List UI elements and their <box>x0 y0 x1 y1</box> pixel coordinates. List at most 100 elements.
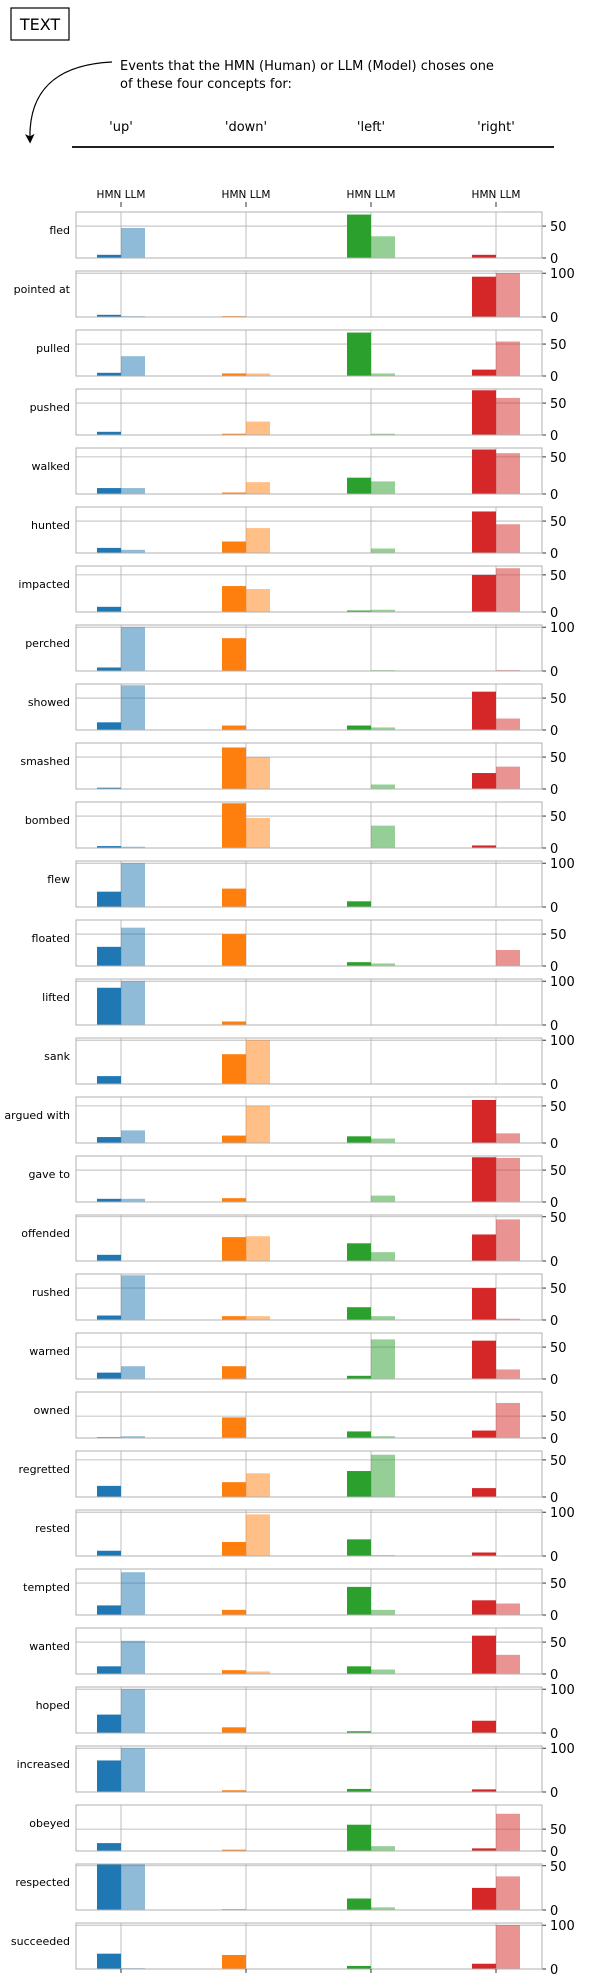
row-label: owned <box>34 1404 70 1417</box>
y-tick-label: 100 <box>550 1919 575 1934</box>
bar-hmn-left <box>347 477 371 494</box>
bar-llm-left <box>371 1252 395 1261</box>
panel-succeeded: 0 100 succeeded <box>11 1919 575 1978</box>
row-label: hunted <box>31 519 70 532</box>
bar-llm-right <box>496 718 520 730</box>
bar-hmn-down <box>222 725 246 730</box>
row-label: obeyed <box>29 1817 70 1830</box>
bar-llm-down <box>246 421 270 435</box>
y-tick-label: 50 <box>550 1164 567 1179</box>
row-label: perched <box>25 637 70 650</box>
row-label: walked <box>31 460 70 473</box>
panel-frame <box>75 1627 543 1675</box>
y-tick-label: 50 <box>550 569 567 584</box>
panel-frame <box>75 1273 543 1321</box>
concept-label-1: 'down' <box>225 120 267 135</box>
bar-hmn-down <box>222 1198 246 1202</box>
bar-llm-left <box>371 1316 395 1320</box>
panel-impacted: 0 50 impacted <box>18 565 567 621</box>
bar-llm-left <box>371 1138 395 1143</box>
y-tick-label: 100 <box>550 1506 575 1521</box>
bar-llm-up <box>121 1572 145 1615</box>
row-label: wanted <box>29 1640 70 1653</box>
bar-llm-up <box>121 1689 145 1733</box>
bar-llm-right <box>496 1876 520 1910</box>
bar-llm-right <box>496 766 520 789</box>
row-label: offended <box>21 1227 70 1240</box>
y-tick-label: 0 <box>550 1668 558 1683</box>
row-label: hoped <box>36 1699 70 1712</box>
y-tick-label: 0 <box>550 1196 558 1211</box>
bar-hmn-left <box>347 1307 371 1320</box>
panel-frame <box>75 624 543 672</box>
bar-hmn-up <box>97 722 121 730</box>
bar-hmn-down <box>222 1366 246 1379</box>
bar-hmn-left <box>347 901 371 907</box>
bar-llm-right <box>496 1402 520 1438</box>
panel-frame <box>75 1863 543 1911</box>
bar-llm-down <box>246 373 270 376</box>
panel-frame <box>75 211 543 259</box>
bar-hmn-left <box>347 1965 371 1969</box>
column-header-3: HMN LLM <box>472 189 521 201</box>
bar-llm-right <box>496 950 520 966</box>
bar-hmn-left <box>347 1666 371 1674</box>
bar-hmn-up <box>97 547 121 553</box>
bar-llm-left <box>371 727 395 730</box>
panel-perched: 0 100 perched <box>25 621 575 680</box>
bar-llm-up <box>121 227 145 258</box>
concept-labels: 'up' 'down' 'left' 'right' <box>109 120 515 135</box>
panel-frame <box>75 1450 543 1498</box>
bar-llm-right <box>496 453 520 494</box>
panel-walked: 0 50 walked <box>31 447 567 503</box>
bar-hmn-down <box>222 1541 246 1556</box>
y-tick-label: 0 <box>550 1609 558 1624</box>
bar-hmn-down <box>222 492 246 494</box>
bar-llm-left <box>371 825 395 848</box>
y-tick-label: 0 <box>550 783 558 798</box>
bar-llm-up <box>121 1640 145 1674</box>
panel-fled: 0 50 fled <box>49 211 567 267</box>
row-label: succeeded <box>11 1935 70 1948</box>
row-label: tempted <box>23 1581 70 1594</box>
panel-pulled: 0 50 pulled <box>36 329 567 385</box>
bar-llm-down <box>246 1514 270 1556</box>
panel-gave-to: 0 50 gave to <box>28 1155 567 1211</box>
bar-llm-right <box>496 568 520 612</box>
column-headers: HMN LLM HMN LLM HMN LLM HMN LLM <box>97 189 521 207</box>
bar-llm-left <box>371 1907 395 1910</box>
bar-llm-left <box>371 1339 395 1379</box>
bar-llm-down <box>246 1105 270 1143</box>
bar-hmn-up <box>97 1372 121 1379</box>
bar-hmn-up <box>97 987 121 1025</box>
bar-hmn-up <box>97 1485 121 1497</box>
panel-sank: 0 100 sank <box>44 1034 575 1093</box>
bar-hmn-right <box>472 1552 496 1556</box>
bar-llm-down <box>246 1236 270 1261</box>
bar-llm-up <box>121 685 145 730</box>
bar-llm-left <box>371 236 395 258</box>
y-tick-label: 0 <box>550 606 558 621</box>
bar-hmn-up <box>97 1843 121 1851</box>
bar-hmn-right <box>472 845 496 848</box>
row-label: regretted <box>19 1463 70 1476</box>
panel-frame <box>75 1332 543 1380</box>
bar-hmn-down <box>222 1790 246 1792</box>
bar-llm-right <box>496 273 520 317</box>
bar-hmn-down <box>222 1021 246 1025</box>
row-label: argued with <box>4 1109 70 1122</box>
panel-frame <box>75 1096 543 1144</box>
bar-hmn-down <box>222 373 246 376</box>
bar-hmn-down <box>222 1727 246 1733</box>
y-tick-label: 50 <box>550 1341 567 1356</box>
bar-hmn-up <box>97 1254 121 1261</box>
bar-hmn-down <box>222 1482 246 1497</box>
bar-llm-up <box>121 1130 145 1143</box>
bar-hmn-up <box>97 1760 121 1792</box>
bar-hmn-up <box>97 1864 121 1910</box>
bar-llm-up <box>121 846 145 848</box>
y-tick-label: 50 <box>550 338 567 353</box>
panel-frame <box>75 978 543 1026</box>
panel-frame <box>75 742 543 790</box>
panel-lifted: 0 100 lifted <box>42 975 575 1034</box>
